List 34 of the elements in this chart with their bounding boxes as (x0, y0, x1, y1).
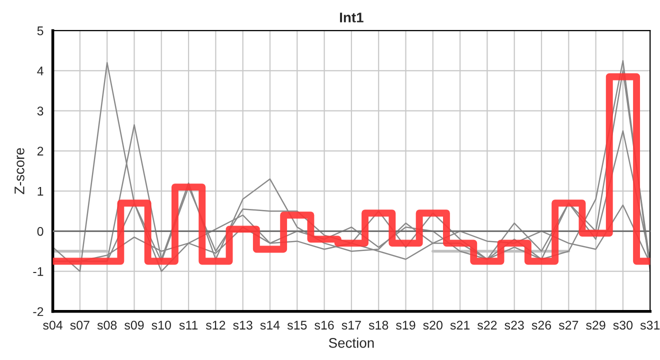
x-tick-label: s04 (43, 320, 63, 330)
x-axis-title: Section (328, 338, 374, 348)
x-tick-label: s17 (342, 320, 361, 330)
x-tick-label: s10 (152, 320, 171, 330)
x-tick-label: s23 (504, 320, 524, 330)
x-tick-label: s22 (477, 320, 497, 330)
x-tick-label: s29 (586, 320, 606, 330)
x-tick-label: s21 (450, 320, 470, 330)
x-tick-label: s07 (70, 320, 90, 330)
x-tick-label: s13 (233, 320, 252, 330)
x-tick-label: s11 (179, 320, 198, 330)
x-tick-label: s16 (314, 320, 334, 330)
y-tick-label: 5 (37, 26, 44, 36)
y-tick-label: -1 (33, 267, 44, 276)
y-tick-label: 0 (37, 226, 44, 236)
x-tick-label: s09 (124, 320, 144, 330)
y-tick-label: 1 (38, 186, 44, 196)
x-tick-label: s08 (97, 320, 117, 330)
y-tick-label: -2 (33, 307, 44, 316)
x-tick-label: s26 (532, 320, 552, 330)
x-tick-label: s27 (558, 320, 578, 330)
y-tick-label: 3 (37, 106, 44, 116)
x-tick-label: s12 (206, 320, 226, 330)
y-tick-label: 2 (37, 146, 44, 156)
x-tick-label: s18 (368, 320, 388, 330)
x-tick-label: s19 (396, 320, 416, 330)
x-tick-label: s20 (423, 320, 442, 330)
y-tick-label: 4 (37, 66, 44, 76)
y-axis-title: Z-score (14, 148, 24, 194)
x-tick-label: s14 (260, 320, 280, 330)
x-tick-label: s30 (613, 320, 633, 330)
x-tick-label: s15 (287, 320, 307, 330)
x-tick-label: s31 (640, 320, 660, 330)
chart-title: Int1 (340, 12, 364, 22)
